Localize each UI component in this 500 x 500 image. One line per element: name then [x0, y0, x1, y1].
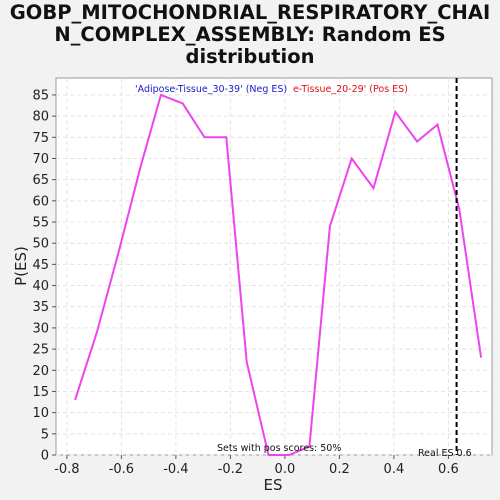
x-tick-label: -0.4 — [163, 462, 188, 477]
chart-title: GOBP_MITOCHONDRIAL_RESPIRATORY_CHAI N_CO… — [0, 2, 500, 68]
chart-title-line-2: N_COMPLEX_ASSEMBLY: Random ES — [54, 23, 446, 46]
x-axis-ticks: -0.8 -0.6 -0.4 -0.2 0.0 0.2 0.4 0.6 — [54, 455, 459, 477]
y-tick-label: 70 — [32, 152, 49, 167]
x-tick-label: 0.0 — [275, 462, 296, 477]
y-tick-label: 85 — [32, 88, 49, 103]
x-axis-label: ES — [264, 476, 283, 494]
y-tick-label: 75 — [32, 131, 49, 146]
y-tick-label: 40 — [32, 279, 49, 294]
x-tick-label: -0.6 — [109, 462, 134, 477]
x-tick-label: -0.2 — [218, 462, 243, 477]
y-tick-label: 15 — [32, 385, 49, 400]
x-tick-label: 0.6 — [438, 462, 459, 477]
y-tick-label: 65 — [32, 173, 49, 188]
y-tick-label: 10 — [32, 406, 49, 421]
y-axis-label: P(ES) — [12, 246, 30, 286]
y-tick-label: 0 — [41, 449, 49, 464]
pos-scores-annotation: Sets with pos scores: 50% — [217, 443, 341, 454]
y-axis-ticks: 0 5 10 15 20 25 30 35 40 45 50 55 60 65 70 75 80 85 — [32, 88, 56, 464]
y-tick-label: 25 — [32, 343, 49, 358]
es-distribution-line — [74, 93, 483, 456]
y-tick-label: 30 — [32, 321, 49, 336]
x-tick-label: 0.2 — [329, 462, 350, 477]
grid — [56, 78, 492, 456]
y-tick-label: 35 — [32, 300, 49, 315]
y-tick-label: 45 — [32, 258, 49, 273]
chart-title-line-3: distribution — [185, 45, 315, 68]
y-tick-label: 20 — [32, 364, 49, 379]
y-tick-label: 5 — [41, 427, 49, 442]
x-tick-label: 0.4 — [384, 462, 405, 477]
y-tick-label: 50 — [32, 237, 49, 252]
legend-pos-label: e-Tissue_20-29' (Pos ES) — [293, 84, 408, 95]
real-es-label: Real ES 0.6 — [418, 448, 472, 459]
legend-neg-label: 'Adipose-Tissue_30-39' (Neg ES) — [135, 84, 287, 95]
y-tick-label: 55 — [32, 216, 49, 231]
chart-title-line-1: GOBP_MITOCHONDRIAL_RESPIRATORY_CHAI — [9, 1, 491, 24]
y-tick-label: 80 — [32, 110, 49, 125]
series-group — [74, 93, 483, 456]
x-tick-label: -0.8 — [54, 462, 79, 477]
y-tick-label: 60 — [32, 194, 49, 209]
